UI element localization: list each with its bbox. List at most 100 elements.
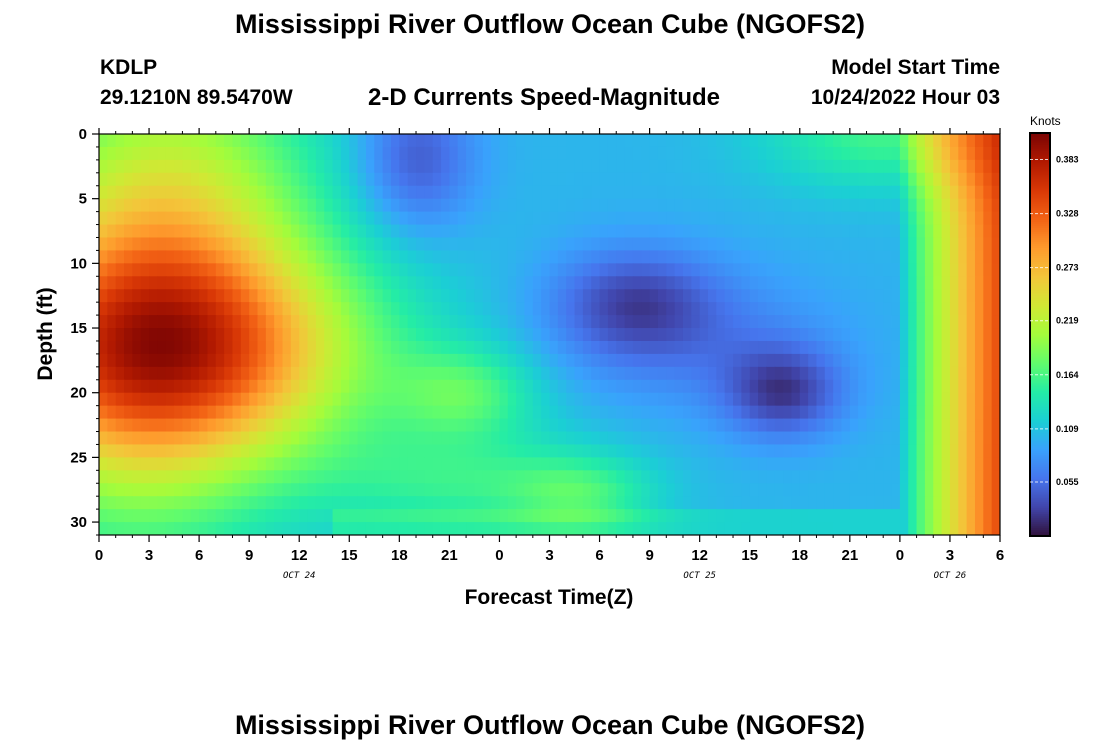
heatmap-cell	[599, 483, 609, 497]
heatmap-cell	[524, 340, 534, 355]
heatmap-cell	[682, 340, 692, 355]
heatmap-cell	[774, 172, 784, 187]
heatmap-cell	[574, 379, 584, 394]
colorbar-segment	[1030, 195, 1050, 199]
heatmap-cell	[349, 457, 359, 471]
heatmap-cell	[599, 146, 609, 161]
heatmap-cell	[541, 496, 551, 510]
heatmap-cell	[349, 379, 359, 394]
heatmap-cell	[883, 366, 893, 381]
heatmap-cell	[983, 211, 993, 226]
heatmap-cell	[858, 444, 868, 458]
heatmap-cell	[340, 522, 350, 535]
heatmap-cell	[941, 263, 951, 277]
heatmap-cell	[257, 315, 267, 329]
heatmap-cell	[833, 340, 843, 355]
heatmap-cell	[924, 483, 934, 497]
heatmap-cell	[824, 237, 834, 252]
heatmap-cell	[799, 237, 809, 252]
heatmap-cell	[808, 224, 818, 239]
heatmap-cell	[941, 379, 951, 394]
heatmap-cell	[574, 224, 584, 239]
heatmap-cell	[457, 392, 467, 407]
heatmap-cell	[382, 496, 392, 510]
heatmap-cell	[149, 418, 158, 433]
heatmap-cell	[474, 444, 484, 458]
heatmap-cell	[474, 224, 484, 239]
heatmap-cell	[708, 366, 717, 381]
heatmap-cell	[99, 159, 108, 174]
heatmap-cell	[357, 315, 367, 329]
heatmap-cell	[866, 405, 876, 420]
heatmap-cell	[941, 211, 951, 226]
heatmap-cell	[632, 146, 642, 161]
heatmap-cell	[958, 444, 968, 458]
heatmap-cell	[699, 483, 709, 497]
heatmap-cell	[240, 146, 250, 161]
heatmap-cell	[874, 418, 884, 433]
heatmap-cell	[424, 198, 434, 213]
heatmap-cell	[949, 431, 959, 446]
heatmap-cell	[799, 522, 809, 535]
heatmap-cell	[958, 198, 968, 213]
heatmap-cell	[808, 185, 818, 200]
heatmap-cell	[115, 134, 125, 148]
heatmap-cell	[507, 509, 517, 523]
heatmap-cell	[424, 172, 434, 187]
heatmap-cell	[766, 353, 776, 368]
heatmap-cell	[282, 224, 292, 239]
heatmap-cell	[491, 457, 501, 471]
heatmap-cell	[199, 328, 209, 342]
heatmap-cell	[207, 496, 217, 510]
heatmap-cell	[682, 250, 692, 264]
heatmap-cell	[949, 379, 959, 394]
heatmap-cell	[958, 250, 968, 264]
heatmap-cell	[499, 237, 509, 252]
heatmap-cell	[682, 444, 692, 458]
heatmap-cell	[916, 211, 926, 226]
heatmap-cell	[299, 522, 309, 535]
colorbar-segment	[1030, 356, 1050, 360]
heatmap-cell	[457, 159, 467, 174]
heatmap-cell	[733, 224, 742, 239]
heatmap-cell	[541, 172, 551, 187]
heatmap-cell	[749, 379, 759, 394]
heatmap-cell	[824, 211, 834, 226]
heatmap-cell	[783, 431, 793, 446]
heatmap-cell	[833, 289, 843, 303]
heatmap-cell	[232, 457, 242, 471]
heatmap-cell	[524, 237, 534, 252]
heatmap-cell	[849, 457, 859, 471]
heatmap-cell	[716, 392, 726, 407]
heatmap-cell	[883, 379, 893, 394]
heatmap-cell	[599, 379, 609, 394]
heatmap-cell	[699, 340, 709, 355]
heatmap-cell	[557, 457, 567, 471]
colorbar-segment	[1030, 358, 1050, 362]
heatmap-cell	[140, 237, 150, 252]
heatmap-cell	[557, 250, 567, 264]
heatmap-cell	[491, 392, 501, 407]
heatmap-cell	[649, 457, 659, 471]
heatmap-cell	[399, 289, 409, 303]
heatmap-cell	[657, 509, 667, 523]
heatmap-cell	[974, 405, 984, 420]
heatmap-cell	[407, 366, 417, 381]
heatmap-cell	[215, 509, 225, 523]
heatmap-cell	[649, 276, 659, 290]
heatmap-cell	[574, 366, 584, 381]
heatmap-cell	[290, 431, 300, 446]
colorbar-segment	[1030, 437, 1050, 440]
colorbar-segment	[1030, 157, 1050, 160]
heatmap-cell	[849, 418, 859, 433]
heatmap-cell	[99, 457, 108, 471]
heatmap-cell	[866, 302, 876, 316]
x-tick-label: 0	[495, 547, 503, 564]
heatmap-cell	[841, 250, 851, 264]
heatmap-cell	[833, 134, 843, 148]
heatmap-cell	[507, 211, 517, 226]
heatmap-cell	[407, 392, 417, 407]
heatmap-cell	[557, 392, 567, 407]
heatmap-cell	[190, 392, 200, 407]
heatmap-cell	[541, 405, 551, 420]
